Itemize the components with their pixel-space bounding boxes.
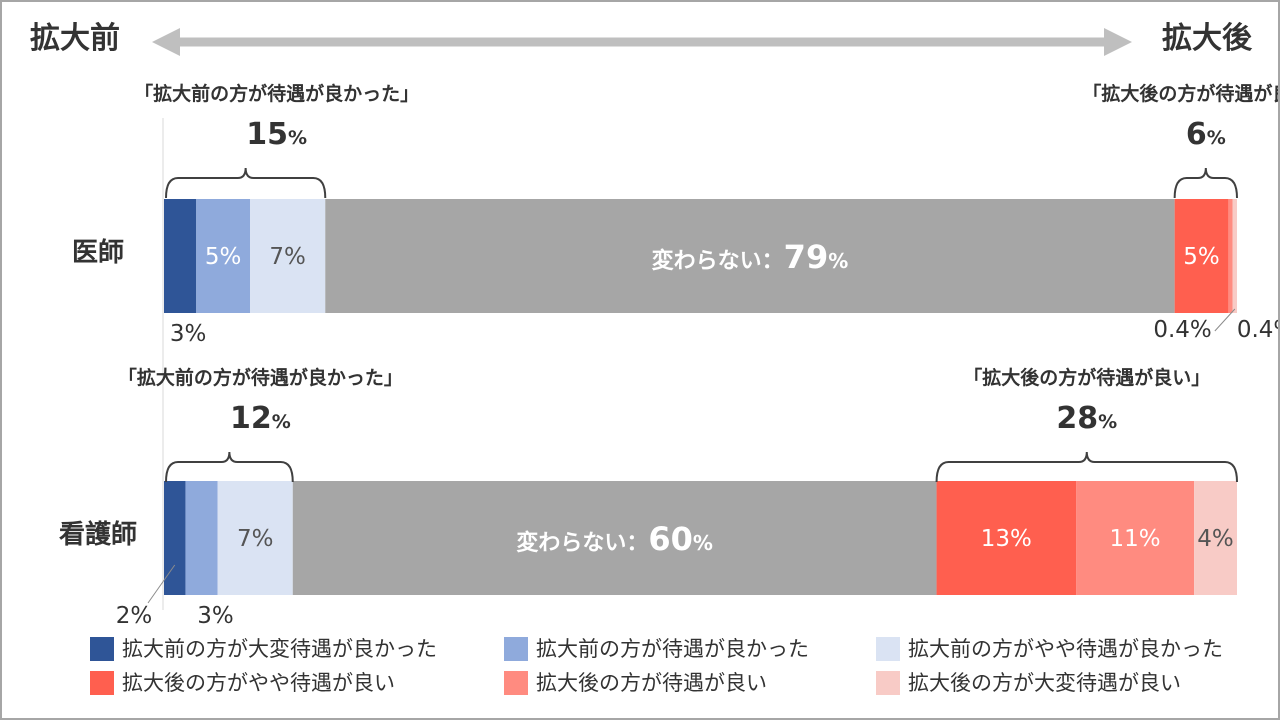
legend-label: 拡大前の方が待遇が良かった	[536, 637, 809, 661]
no-change-label: 変わらない：79%	[652, 238, 849, 276]
bar-segment	[936, 481, 1077, 595]
after-group-total: 28%	[1056, 401, 1117, 436]
legend-label: 拡大後の方がやや待遇が良い	[122, 671, 395, 695]
bar-segment	[185, 481, 218, 595]
segment-value-label: 0.4%	[1153, 317, 1211, 343]
leader-line	[147, 564, 176, 604]
after-group-brace	[1173, 167, 1238, 199]
legend-item: 拡大前の方が待遇が良かった	[504, 637, 809, 661]
after-group-total: 6%	[1186, 117, 1226, 152]
bar-segment	[325, 199, 1175, 313]
segment-value-label: 2%	[116, 603, 153, 629]
legend-item: 拡大後の方がやや待遇が良い	[90, 671, 395, 695]
arrow-head-left	[152, 28, 180, 56]
bar-row: 医師 3% 5% 7% 変わらない：79% 5% 0.4% 0.4% 「拡大前の方が待遇が良かっ…	[72, 82, 1278, 347]
legend-label: 拡大前の方がやや待遇が良かった	[908, 637, 1223, 661]
after-group-title: 「拡大後の方が待遇が良い」	[963, 366, 1210, 389]
segment-value-label: 5%	[205, 244, 242, 270]
legend-swatch	[90, 671, 114, 695]
header-before-label: 拡大前	[30, 21, 120, 56]
segment-value-label: 7%	[237, 526, 274, 552]
segment-value-label: 7%	[269, 244, 306, 270]
segment-value-label: 5%	[1183, 244, 1220, 270]
bar-segment	[196, 199, 251, 313]
legend-swatch	[90, 637, 114, 661]
category-label: 看護師	[59, 519, 137, 550]
arrow-head-right	[1104, 28, 1132, 56]
before-group-total: 12%	[230, 401, 291, 436]
segment-value-label: 3%	[170, 321, 207, 347]
category-label: 医師	[72, 238, 124, 268]
legend-label: 拡大後の方が大変待遇が良い	[908, 671, 1181, 695]
legend-item: 拡大後の方が大変待遇が良い	[876, 671, 1181, 695]
legend-swatch	[504, 671, 528, 695]
legend: 拡大前の方が大変待遇が良かった 拡大前の方が待遇が良かった 拡大前の方がやや待遇が良…	[90, 637, 1223, 695]
legend-item: 拡大後の方が待遇が良い	[504, 671, 767, 695]
before-group-brace	[165, 167, 327, 199]
segment-value-label: 0.4%	[1237, 317, 1278, 343]
before-group-total: 15%	[246, 117, 307, 152]
bar-segment	[164, 199, 197, 313]
before-group-brace	[165, 451, 294, 483]
legend-swatch	[876, 671, 900, 695]
after-group-title: 「拡大後の方が待遇が良い」	[1082, 82, 1278, 105]
bars-layer: 医師 3% 5% 7% 変わらない：79% 5% 0.4% 0.4% 「拡大前の方が待遇が良かっ…	[59, 82, 1278, 629]
legend-label: 拡大前の方が大変待遇が良かった	[122, 637, 437, 661]
legend-item: 拡大前の方がやや待遇が良かった	[876, 637, 1223, 661]
legend-label: 拡大後の方が待遇が良い	[536, 671, 767, 695]
bar-segment	[164, 481, 186, 595]
segment-value-label: 11%	[1110, 526, 1161, 552]
before-group-title: 「拡大前の方が待遇が良かった」	[134, 82, 419, 105]
bar-segment	[1076, 481, 1195, 595]
direction-arrow	[152, 28, 1132, 56]
bar-segment	[217, 481, 293, 595]
legend-swatch	[504, 637, 528, 661]
segment-value-label: 4%	[1197, 526, 1234, 552]
legend-swatch	[876, 637, 900, 661]
bar-segment	[250, 199, 326, 313]
leader-line	[1214, 308, 1236, 332]
before-group-title: 「拡大前の方が待遇が良かった」	[118, 366, 403, 389]
segment-value-label: 3%	[197, 603, 234, 629]
after-group-brace	[935, 451, 1238, 483]
bar-segment	[292, 481, 937, 595]
bar-segment	[1194, 481, 1237, 595]
bar-segment	[1228, 199, 1233, 313]
bar-segment	[1174, 199, 1229, 313]
bar-segment	[1232, 199, 1237, 313]
segment-value-label: 13%	[981, 526, 1032, 552]
header-after-label: 拡大後	[1162, 21, 1253, 56]
legend-item: 拡大前の方が大変待遇が良かった	[90, 637, 437, 661]
